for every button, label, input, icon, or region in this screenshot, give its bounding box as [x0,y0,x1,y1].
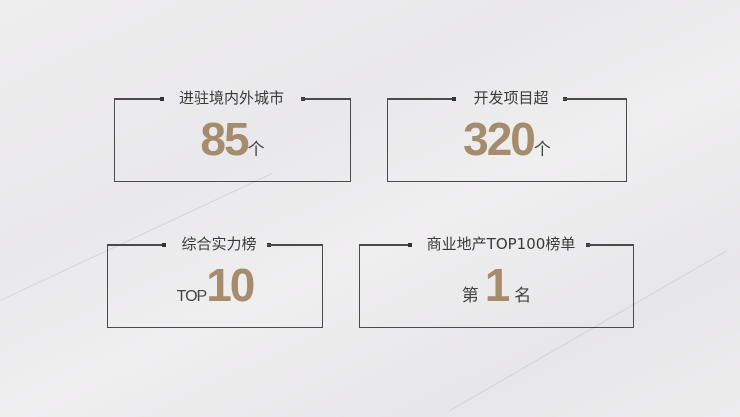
stat-value: 320 [463,113,536,165]
stat-value: 1 [484,259,511,311]
stat-card-projects: 开发项目超 320个 [387,89,627,182]
stat-value: 10 [206,259,255,311]
stat-title: 商业地产TOP100榜单 [426,235,576,253]
stat-prefix: 第 [461,286,479,306]
stat-card-ranking: 综合实力榜 TOP10 [107,235,323,328]
stat-card-cities: 进驻境内外城市 85个 [114,89,351,182]
stat-title: 开发项目超 [473,89,549,107]
stat-unit: 个 [247,140,265,160]
stat-unit: 个 [533,140,551,160]
stat-unit: 名 [514,286,532,306]
stat-title: 综合实力榜 [181,235,257,253]
stat-prefix: TOP [176,288,208,305]
stat-value: 85 [200,113,249,165]
stat-title: 进驻境内外城市 [178,89,284,107]
